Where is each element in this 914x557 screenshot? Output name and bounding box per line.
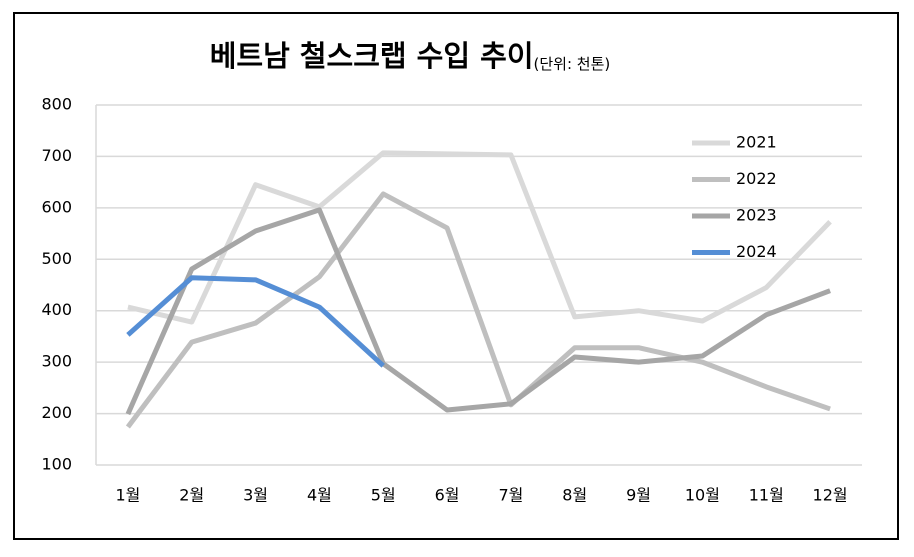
y-tick-label: 800 xyxy=(41,95,72,114)
x-tick-label: 10월 xyxy=(685,486,720,505)
x-tick-label: 11월 xyxy=(749,486,784,505)
y-tick-label: 400 xyxy=(41,300,72,319)
legend-label: 2022 xyxy=(736,169,777,188)
y-tick-label: 200 xyxy=(41,403,72,422)
y-tick-label: 100 xyxy=(41,455,72,474)
series-line xyxy=(125,207,831,416)
x-tick-label: 3월 xyxy=(243,486,268,505)
title-text: 베트남 철스크랩 수입 추이 xyxy=(210,39,534,73)
y-tick-label: 600 xyxy=(41,197,72,216)
legend-label: 2023 xyxy=(736,206,777,225)
subtitle-text: (단위: 천톤) xyxy=(534,55,611,73)
chart-frame xyxy=(13,12,899,540)
legend-label: 2021 xyxy=(736,133,777,152)
series-line xyxy=(125,191,831,429)
x-tick-label: 7월 xyxy=(498,486,523,505)
series-line xyxy=(127,150,832,325)
legend-label: 2024 xyxy=(736,242,777,261)
x-tick-label: 12월 xyxy=(813,486,848,505)
x-tick-label: 6월 xyxy=(435,486,460,505)
x-tick-label: 4월 xyxy=(307,486,332,505)
x-tick-label: 5월 xyxy=(371,486,396,505)
x-tick-label: 1월 xyxy=(115,486,140,505)
y-tick-label: 500 xyxy=(41,249,72,268)
x-tick-label: 2월 xyxy=(179,486,204,505)
y-tick-label: 700 xyxy=(41,146,72,165)
series-line xyxy=(126,275,385,368)
x-tick-label: 9월 xyxy=(626,486,651,505)
chart-title: 베트남 철스크랩 수입 추이(단위: 천톤) xyxy=(210,39,611,73)
y-tick-label: 300 xyxy=(41,352,72,371)
x-tick-label: 8월 xyxy=(562,486,587,505)
